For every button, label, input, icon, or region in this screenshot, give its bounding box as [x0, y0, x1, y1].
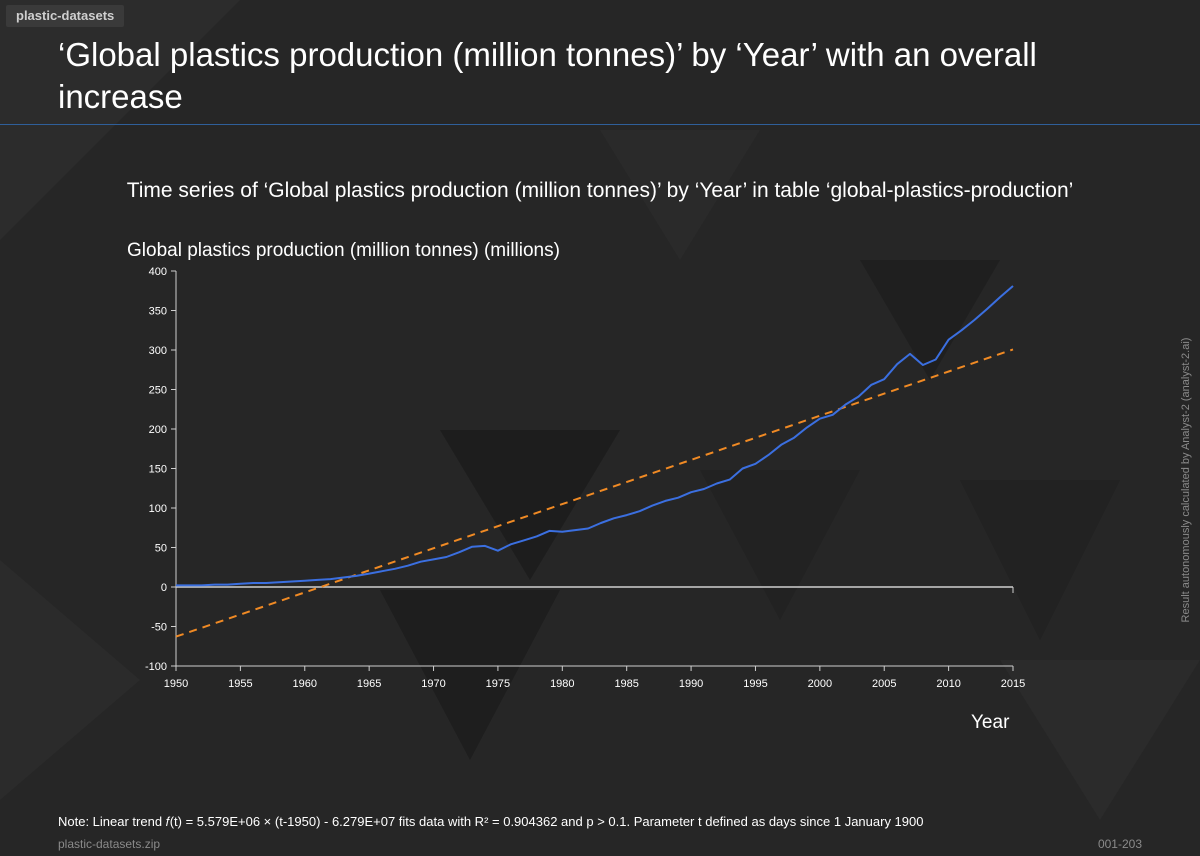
dataset-tag: plastic-datasets: [6, 5, 125, 27]
y-tick-label: 350: [149, 306, 167, 318]
attribution-note: Result autonomously calculated by Analys…: [1180, 337, 1192, 623]
footer-page-id: 001-203: [1097, 837, 1142, 851]
x-tick-label: 1990: [679, 678, 703, 690]
footer-filename: plastic-datasets.zip: [58, 837, 161, 851]
y-tick-label: 50: [155, 543, 167, 555]
header-divider: [0, 124, 1200, 125]
x-tick-label: 1950: [164, 678, 188, 690]
y-tick-label: -50: [151, 622, 167, 634]
x-tick-label: 1970: [421, 678, 445, 690]
x-tick-label: 2000: [808, 678, 832, 690]
y-tick-label: 0: [161, 582, 167, 594]
y-tick-label: 400: [149, 266, 167, 278]
trend-note: Note: Linear trend 𝑓(t) = 5.579E+06 × (t…: [58, 814, 924, 829]
production-series-line: [176, 285, 1014, 587]
y-tick-label: -100: [145, 661, 167, 673]
headline: ‘Global plastics production (million ton…: [58, 36, 1037, 115]
x-tick-label: 1960: [293, 678, 317, 690]
trend-line: [175, 348, 1014, 638]
y-tick-label: 250: [149, 385, 167, 397]
y-tick-label: 300: [149, 345, 167, 357]
x-tick-label: 1965: [357, 678, 381, 690]
x-tick-label: 1980: [550, 678, 574, 690]
x-tick-label: 1955: [228, 678, 252, 690]
y-tick-label: 200: [149, 424, 167, 436]
y-tick-label: 150: [149, 464, 167, 476]
x-tick-label: 1975: [486, 678, 510, 690]
chart-title: Time series of ‘Global plastics producti…: [126, 179, 1074, 202]
y-axis-label: Global plastics production (million tonn…: [127, 240, 560, 261]
x-axis-label: Year: [971, 712, 1010, 733]
x-tick-label: 1985: [614, 678, 638, 690]
x-tick-label: 2005: [872, 678, 896, 690]
x-tick-label: 1995: [743, 678, 767, 690]
y-tick-label: 100: [149, 503, 167, 515]
x-tick-label: 2010: [936, 678, 960, 690]
x-tick-label: 2015: [1001, 678, 1025, 690]
